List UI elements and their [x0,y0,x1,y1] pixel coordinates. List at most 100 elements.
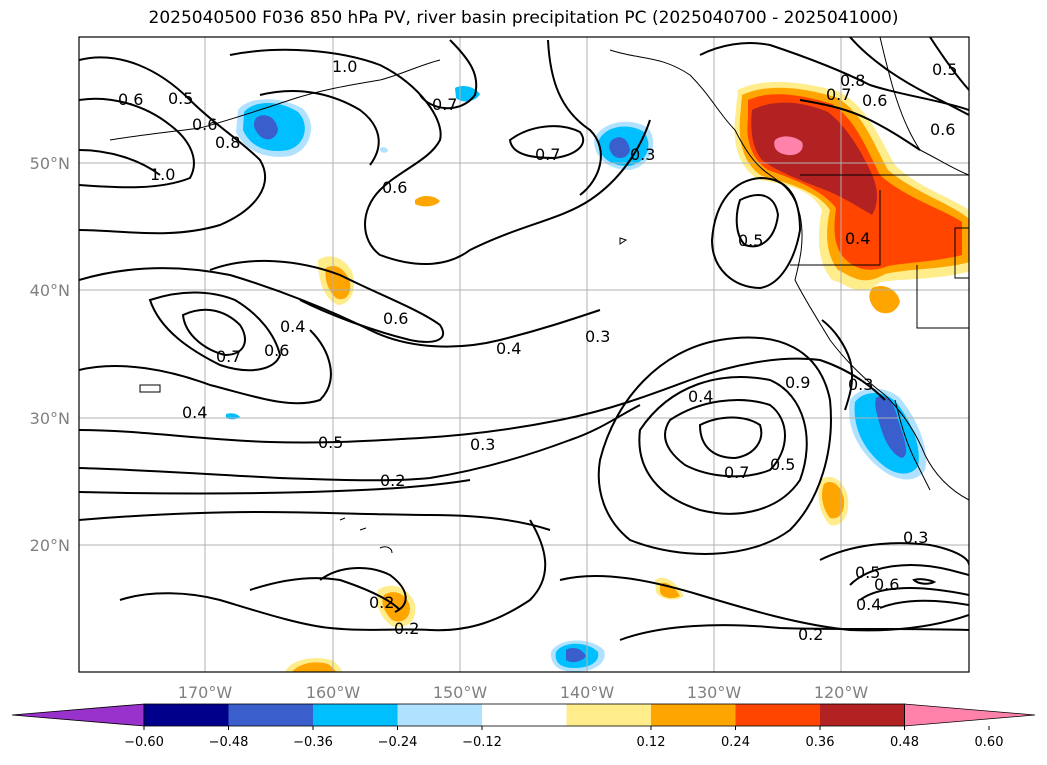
colorbar-tick-label: −0.12 [462,735,502,750]
contour-label: 0.4 [182,403,207,422]
colorbar-extend-min [11,703,145,727]
coastlines [109,37,969,554]
contour-label: 0.6 [930,120,955,139]
contour-labels: 0.6 0.5 1.0 0.6 0.8 1.0 0.7 0.7 0.3 0.8 … [118,57,957,644]
colorbar-tick-label: 0.24 [721,735,750,750]
contour-line [799,99,921,151]
contour-line [119,519,547,632]
pv-contours [79,37,969,641]
contour-label: 0.8 [215,133,240,152]
colorbar-segment [820,704,905,726]
colorbar-tick-label: −0.60 [124,735,164,750]
y-tick-label: 30°N [30,409,70,428]
contour-line [79,404,641,482]
contour-label: 0.4 [496,339,521,358]
contour-label: 0.5 [168,89,193,108]
contour-line [559,575,969,632]
contour-line [79,56,266,235]
contour-label: 0.5 [738,231,763,250]
colorbar-tick-label: 0.60 [975,735,1004,750]
colorbar-segment [735,704,821,726]
contour-label: 0.2 [369,593,394,612]
contour-line [698,416,763,460]
contour-line [79,357,886,444]
colorbar-tick-label: 0.36 [806,735,835,750]
x-tick-label: 130°W [687,683,742,702]
contour-label: 1.0 [332,57,357,76]
colorbar-segment [651,704,736,726]
contour-label: 0.5 [318,433,343,452]
y-axis-ticks: 50°N 40°N 30°N 20°N [30,154,70,555]
contour-line [229,48,651,266]
colorbar-segment [313,704,398,726]
map-frame [78,36,970,673]
contour-line [735,194,780,248]
contour-label: 0.3 [470,435,495,454]
contour-label: 0.3 [903,528,928,547]
contour-label: 0.3 [630,145,655,164]
colorbar-segment [228,704,314,726]
contour-label: 0.6 [192,115,217,134]
y-tick-label: 40°N [30,281,70,300]
contour-label: 0.4 [845,229,870,248]
contour-label: 0.6 [118,90,143,109]
x-tick-label: 140°W [560,683,615,702]
contour-label: 0.7 [535,145,560,164]
contour-line [859,587,969,601]
contour-line [821,319,854,411]
colorbar-tick-label: 0.48 [890,735,919,750]
contour-label: 0.2 [394,619,419,638]
colorbar-segment [397,704,483,726]
contour-line [638,376,808,515]
contour-line [79,97,195,189]
contour-label: 0.4 [688,387,713,406]
contour-line [849,37,969,116]
contour-line [79,510,551,531]
x-tick-label: 150°W [433,683,488,702]
contour-line [79,479,471,495]
contour-label: 0.7 [826,85,851,104]
colorbar-tick-label: −0.48 [209,735,249,750]
contour-line [148,291,282,372]
contour-label: 1.0 [150,165,175,184]
colorbar-tick-label: 0.12 [637,735,666,750]
contour-label: 0.4 [856,595,881,614]
contour-line [209,259,445,343]
contour-line [79,149,161,176]
contour-label: 0.5 [770,455,795,474]
contour-label: 0.7 [216,347,241,366]
colorbar-extend-max [904,703,1036,727]
contour-line [912,578,937,585]
contour-line [547,39,602,196]
contour-label: 0.3 [585,327,610,346]
contour-line [664,399,786,478]
x-tick-label: 120°W [814,683,869,702]
x-tick-label: 170°W [178,683,233,702]
contour-line [419,39,478,110]
contour-label: 0.9 [785,373,810,392]
contour-line [597,336,832,555]
contour-label: 0.6 [264,341,289,360]
contour-label: 0.7 [432,95,457,114]
colorbar-segment [482,704,567,726]
contour-label: 0.3 [848,375,873,394]
contour-label: 0.4 [280,317,305,336]
x-axis-ticks: 170°W 160°W 150°W 140°W 130°W 120°W [178,683,869,702]
map-area: 0.6 0.5 1.0 0.6 0.8 1.0 0.7 0.7 0.3 0.8 … [79,37,969,672]
contour-line [819,542,969,566]
contour-line [710,176,802,290]
colorbar-segment [566,704,652,726]
colorbar-segment [144,704,229,726]
contour-label: 0.2 [798,625,823,644]
contour-line [619,624,969,641]
precip-shading [226,81,969,672]
chart-title: 2025040500 F036 850 hPa PV, river basin … [148,8,899,28]
y-tick-label: 20°N [30,536,70,555]
contour-line [699,42,969,111]
colorbar-tick-label: −0.36 [293,735,333,750]
contour-line [849,564,969,586]
colorbar: −0.60 −0.48 −0.36 −0.24 −0.12 0.12 0.24 0.36 0.4… [11,703,1036,750]
contour-line [508,125,585,160]
colorbar-tick-label: −0.24 [378,735,418,750]
